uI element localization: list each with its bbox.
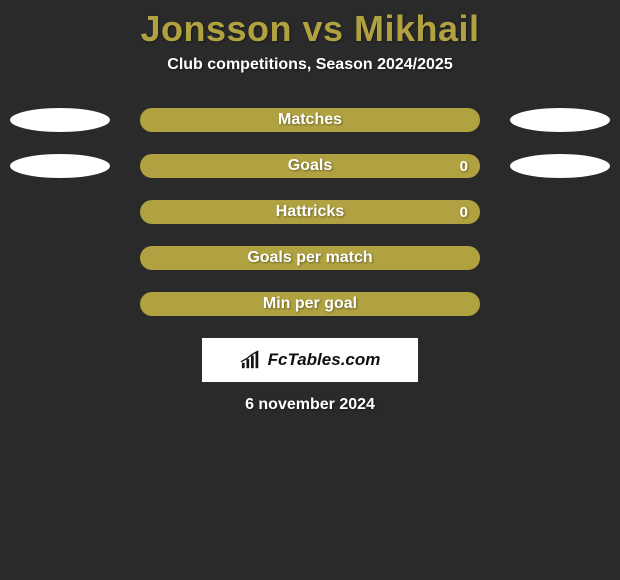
stat-label: Hattricks	[276, 203, 344, 221]
footer-date: 6 november 2024	[0, 396, 620, 414]
logo-text: FcTables.com	[268, 350, 381, 370]
stat-label: Goals	[288, 157, 332, 175]
right-ellipse	[510, 108, 610, 132]
stat-bar: Goals 0	[140, 154, 480, 178]
stat-row-matches: Matches	[0, 108, 620, 132]
stat-bar: Goals per match	[140, 246, 480, 270]
stat-value-right: 0	[460, 204, 468, 221]
stat-row-goals-per-match: Goals per match	[0, 246, 620, 270]
stat-row-min-per-goal: Min per goal	[0, 292, 620, 316]
page-title: Jonsson vs Mikhail	[0, 8, 620, 50]
left-ellipse	[10, 154, 110, 178]
stat-label: Min per goal	[263, 295, 357, 313]
site-logo[interactable]: FcTables.com	[202, 338, 418, 382]
stat-bar: Hattricks 0	[140, 200, 480, 224]
stat-label: Matches	[278, 111, 342, 129]
right-ellipse	[510, 154, 610, 178]
left-ellipse	[10, 108, 110, 132]
chart-icon	[240, 350, 262, 370]
stat-row-goals: Goals 0	[0, 154, 620, 178]
stat-value-right: 0	[460, 158, 468, 175]
comparison-widget: Jonsson vs Mikhail Club competitions, Se…	[0, 0, 620, 414]
stat-label: Goals per match	[247, 249, 372, 267]
page-subtitle: Club competitions, Season 2024/2025	[0, 56, 620, 74]
stat-bar: Min per goal	[140, 292, 480, 316]
stat-bar: Matches	[140, 108, 480, 132]
stat-row-hattricks: Hattricks 0	[0, 200, 620, 224]
